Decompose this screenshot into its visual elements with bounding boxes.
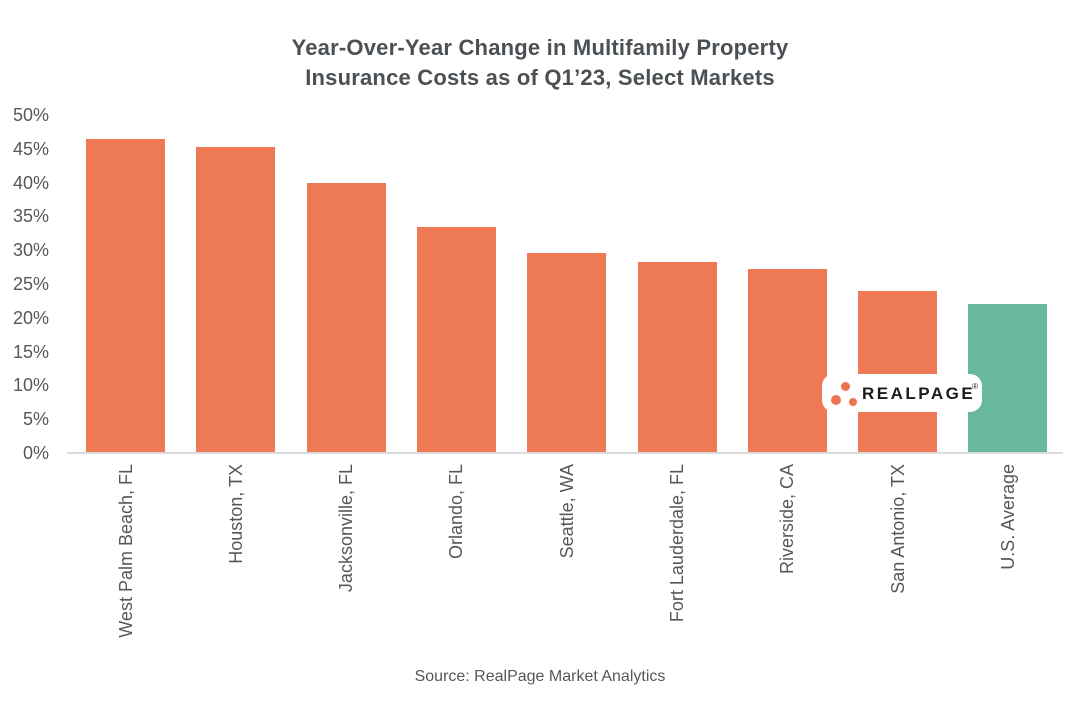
realpage-logo: REALPAGE ®: [822, 374, 982, 412]
x-axis-label-jacksonville-fl: Jacksonville, FL: [336, 464, 357, 593]
bar-fort-lauderdale-fl: [637, 262, 717, 453]
chart-title-line1: Year-Over-Year Change in Multifamily Pro…: [291, 35, 789, 60]
chart-title: Year-Over-Year Change in Multifamily Pro…: [0, 33, 1080, 93]
y-tick-label-5: 5%: [22, 409, 49, 430]
y-tick-label-20: 20%: [12, 307, 49, 328]
y-tick-label-40: 40%: [12, 172, 49, 193]
source-caption: Source: RealPage Market Analytics: [414, 668, 666, 685]
chart-title-line2: Insurance Costs as of Q1’23, Select Mark…: [305, 65, 775, 90]
logo-dot-icon: [831, 395, 841, 405]
logo-dot-icon: [849, 398, 857, 406]
y-tick-label-45: 45%: [12, 138, 49, 159]
x-axis-label-west-palm-beach-fl: West Palm Beach, FL: [115, 464, 136, 638]
y-tick-label-15: 15%: [12, 341, 49, 362]
x-axis-label-orlando-fl: Orlando, FL: [446, 464, 467, 560]
logo-trademark-icon: ®: [972, 382, 978, 391]
y-tick-label-10: 10%: [12, 375, 49, 396]
bar-houston-tx: [196, 147, 276, 453]
logo-wordmark: REALPAGE: [862, 384, 976, 403]
x-axis-label-houston-tx: Houston, TX: [225, 464, 246, 564]
bar-riverside-ca: [747, 269, 827, 453]
x-axis-label-seattle-wa: Seattle, WA: [556, 464, 577, 559]
logo-dot-icon: [841, 382, 850, 391]
bar-west-palm-beach-fl: [86, 138, 165, 453]
y-tick-label-50: 50%: [12, 105, 49, 125]
bar-u-s-average: [968, 304, 1048, 453]
x-axis-label-san-antonio-tx: San Antonio, TX: [887, 464, 908, 594]
y-tick-label-35: 35%: [12, 206, 49, 227]
x-axis-label-u-s-average: U.S. Average: [997, 464, 1018, 570]
bar-seattle-wa: [527, 252, 607, 453]
y-tick-label-30: 30%: [12, 240, 49, 261]
bar-orlando-fl: [416, 227, 496, 453]
bar-san-antonio-tx: [858, 290, 938, 453]
x-axis-label-fort-lauderdale-fl: Fort Lauderdale, FL: [667, 464, 687, 623]
y-tick-label-0: 0%: [22, 443, 49, 463]
y-tick-label-25: 25%: [12, 274, 49, 294]
x-axis-line: [67, 452, 1063, 454]
x-axis-label-riverside-ca: Riverside, CA: [777, 464, 798, 575]
bar-jacksonville-fl: [306, 182, 386, 453]
